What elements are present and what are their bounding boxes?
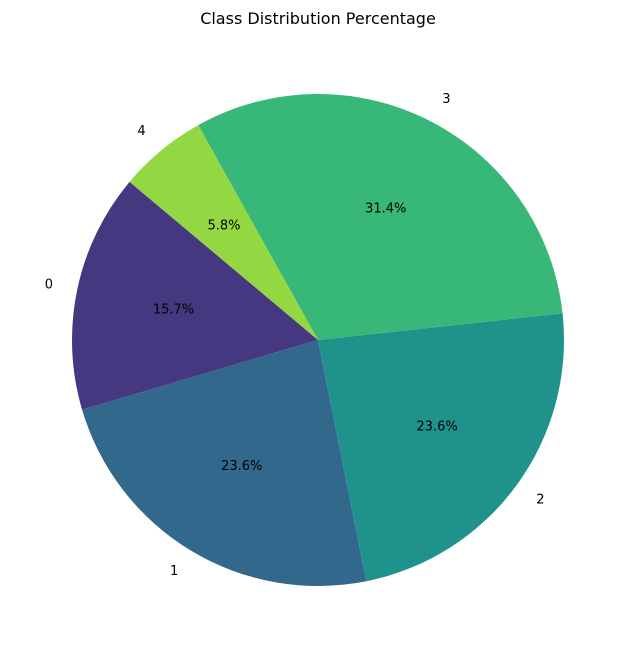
category-label-4: 4 xyxy=(137,124,145,139)
pie-slice-4 xyxy=(129,125,318,340)
pie-slice-2 xyxy=(318,313,564,582)
pie-slice-3 xyxy=(198,94,563,340)
pie-slice-0 xyxy=(72,181,318,410)
percentage-label-3: 31.4% xyxy=(365,201,406,216)
chart-title: Class Distribution Percentage xyxy=(200,9,436,28)
percentage-label-2: 23.6% xyxy=(416,420,457,435)
category-label-3: 3 xyxy=(442,92,450,107)
pie-slices xyxy=(72,94,564,587)
pie-slice-1 xyxy=(82,340,367,587)
percentage-label-1: 23.6% xyxy=(221,459,262,474)
category-label-0: 0 xyxy=(45,277,53,292)
percentage-label-0: 15.7% xyxy=(153,302,194,317)
category-label-2: 2 xyxy=(536,492,544,507)
pie-labels: 0 15.7% 1 23.6% 2 23.6% 3 31.4% 4 5.8% xyxy=(45,92,545,579)
category-label-1: 1 xyxy=(170,564,178,579)
percentage-label-4: 5.8% xyxy=(207,219,240,234)
